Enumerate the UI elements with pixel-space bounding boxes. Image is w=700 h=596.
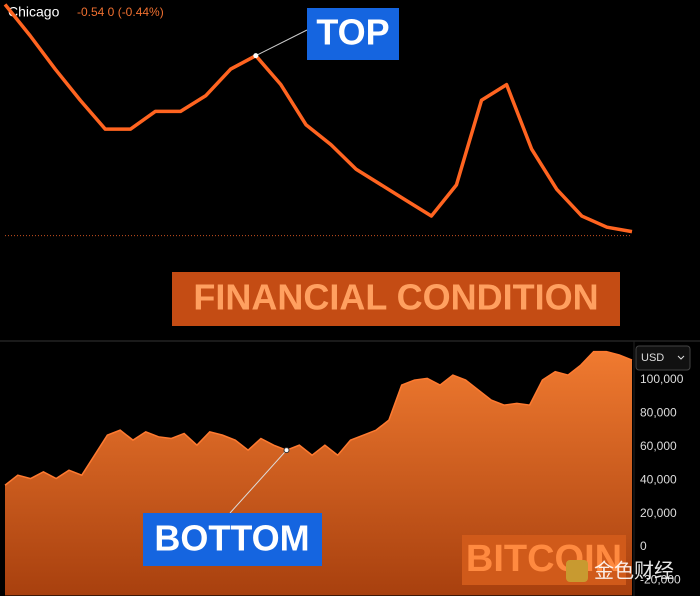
y-tick-label: 40,000 <box>640 472 677 486</box>
y-tick-label: 100,000 <box>640 372 684 386</box>
annotation-box <box>143 513 322 566</box>
unit-box[interactable] <box>635 345 691 371</box>
annotation-box <box>462 535 626 585</box>
annotation-dot <box>283 447 290 454</box>
y-tick-label: 20,000 <box>640 506 677 520</box>
watermark-logo <box>566 560 588 582</box>
y-tick-label: 60,000 <box>640 439 677 453</box>
annotation: FINANCIAL CONDITION <box>193 277 598 318</box>
chart-title: Chicago <box>8 4 60 20</box>
watermark: 金色财经 <box>594 559 674 582</box>
annotation: TOP <box>316 12 389 53</box>
area-line <box>4 350 633 486</box>
annotation: BOTTOM <box>154 518 309 559</box>
change-label: -0.54 0 (-0.44%) <box>77 5 164 19</box>
dropdown-icon <box>677 355 685 360</box>
annotation-pointer <box>255 29 308 57</box>
annotation-pointer <box>229 449 287 514</box>
annotation-dot <box>253 53 259 59</box>
y-tick-label: -20,000 <box>640 573 681 587</box>
y-tick-label: 80,000 <box>640 406 677 420</box>
annotation: BITCOIN <box>466 538 622 580</box>
annotation-box <box>307 8 399 60</box>
line <box>3 3 633 234</box>
annotation-box <box>172 272 620 326</box>
y-tick-label: 0 <box>640 539 647 553</box>
unit-label[interactable]: USD <box>641 352 664 364</box>
